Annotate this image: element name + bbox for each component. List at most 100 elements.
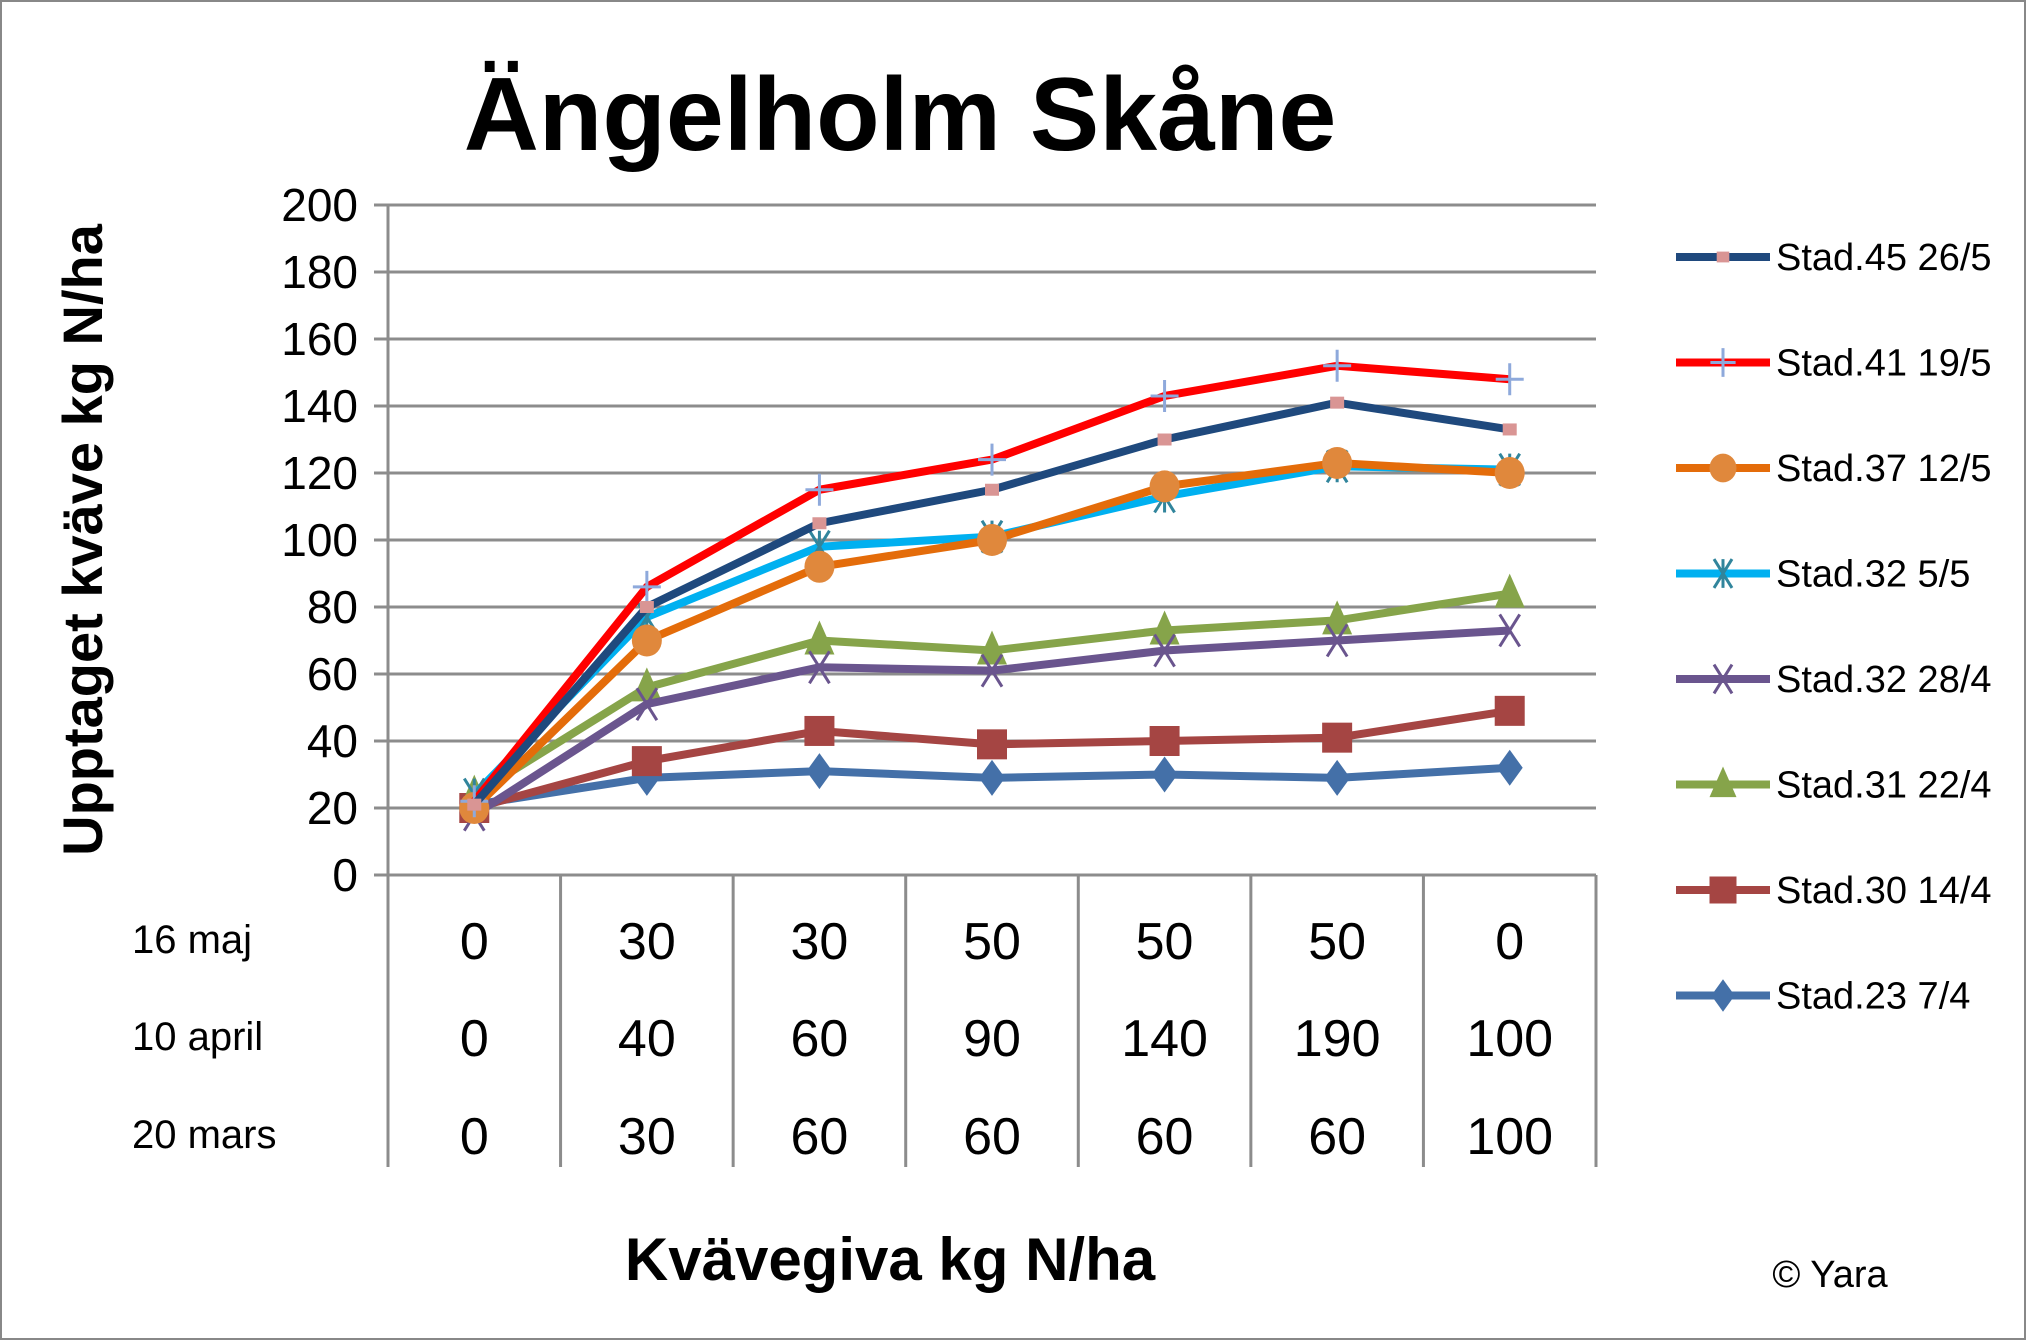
data-point [977,729,1007,760]
data-point [806,753,833,790]
data-point [1157,433,1172,446]
legend-item: Stad.32 28/4 [1676,659,1992,701]
y-tick-label: 200 [281,179,358,231]
data-point [812,517,827,530]
data-point [1709,876,1737,904]
data-point [804,550,835,583]
y-axis-label: Upptaget kväve kg N/ha [51,223,114,856]
table-cell: 30 [618,1108,676,1166]
x-axis-label: Kvävegiva kg N/ha [625,1226,1156,1293]
legend-item: Stad.45 26/5 [1676,237,1992,279]
table-row-label: 16 maj [132,918,252,962]
data-point [979,759,1005,796]
legend-item: Stad.32 5/5 [1676,554,1970,596]
legend-item: Stad.37 12/5 [1676,448,1992,490]
chart-title: Ängelholm Skåne [464,57,1337,173]
data-point [1495,363,1524,396]
y-tick-label: 40 [307,715,358,767]
legend-label: Stad.31 22/4 [1776,765,1992,807]
legend-item: Stad.31 22/4 [1676,765,1992,807]
table-cell: 90 [963,1010,1021,1068]
table-cell: 0 [460,1010,489,1068]
table-cell: 0 [1495,913,1524,971]
table-cell: 100 [1466,1010,1553,1068]
data-point [1153,633,1176,668]
table-cell: 50 [1308,913,1366,971]
table-cell: 50 [1136,913,1194,971]
table-cell: 50 [963,913,1021,971]
table-cell: 190 [1294,1010,1381,1068]
data-point [631,746,662,777]
data-point [808,650,831,685]
data-point [1494,695,1525,726]
data-point [1498,613,1521,648]
data-point [1323,349,1352,382]
data-point [1494,573,1525,608]
data-point [804,715,835,746]
data-point [1712,663,1734,695]
data-point [1710,348,1736,377]
table-cell: 100 [1466,1108,1553,1166]
y-tick-label: 120 [281,447,358,499]
data-point [1322,722,1353,753]
data-point [1709,453,1737,483]
data-point [1324,759,1351,796]
table-cell: 0 [460,913,489,971]
legend-label: Stad.41 19/5 [1776,343,1992,385]
y-tick-label: 60 [307,648,358,700]
table-row-label: 10 april [132,1015,263,1059]
data-point [1496,749,1523,786]
table-cell: 40 [618,1010,676,1068]
legend-item: Stad.30 14/4 [1676,870,1992,912]
table-cell: 60 [1308,1108,1366,1166]
table-cell: 60 [791,1108,849,1166]
legend-label: Stad.30 14/4 [1776,870,1992,912]
data-point [1149,470,1180,503]
table-cell: 60 [791,1010,849,1068]
data-point [977,524,1007,556]
data-point [1325,623,1349,658]
legend-item: Stad.41 19/5 [1676,343,1992,385]
data-point [631,624,662,657]
data-point [804,620,835,655]
table-cell: 60 [963,1108,1021,1166]
data-point [632,570,661,603]
data-point [1151,756,1178,793]
table-cell: 140 [1121,1010,1208,1068]
data-point [978,443,1006,476]
data-point [467,798,482,811]
table-cell: 0 [460,1108,489,1166]
y-tick-label: 0 [332,849,358,901]
data-point [1494,457,1525,489]
legend-label: Stad.45 26/5 [1776,237,1992,279]
y-tick-label: 140 [281,380,358,432]
data-point [1149,726,1180,756]
legend-label: Stad.37 12/5 [1776,448,1992,490]
legend-label: Stad.32 28/4 [1776,659,1992,701]
data-point [635,687,659,721]
y-tick-label: 160 [281,313,358,365]
y-tick-label: 100 [281,514,358,566]
table-cell: 30 [791,913,849,971]
data-point [1150,379,1179,412]
copyright-text: © Yara [1772,1254,1888,1296]
legend-label: Stad.32 5/5 [1776,554,1970,596]
series-0 [467,396,1517,811]
data-point [1502,423,1517,436]
y-tick-label: 80 [307,581,358,633]
data-point [639,601,654,613]
table-row-label: 20 mars [132,1113,277,1157]
data-point [1330,396,1345,409]
legend-item: Stad.23 7/4 [1676,976,1970,1018]
data-point [805,473,834,506]
data-point [980,653,1004,688]
legend-label: Stad.23 7/4 [1776,976,1970,1018]
series-2 [459,446,1525,824]
y-tick-label: 20 [307,782,358,834]
data-point [1716,251,1730,263]
data-point [1322,446,1353,479]
table-cell: 30 [618,913,676,971]
data-point [1709,766,1737,798]
data-point [985,483,999,496]
